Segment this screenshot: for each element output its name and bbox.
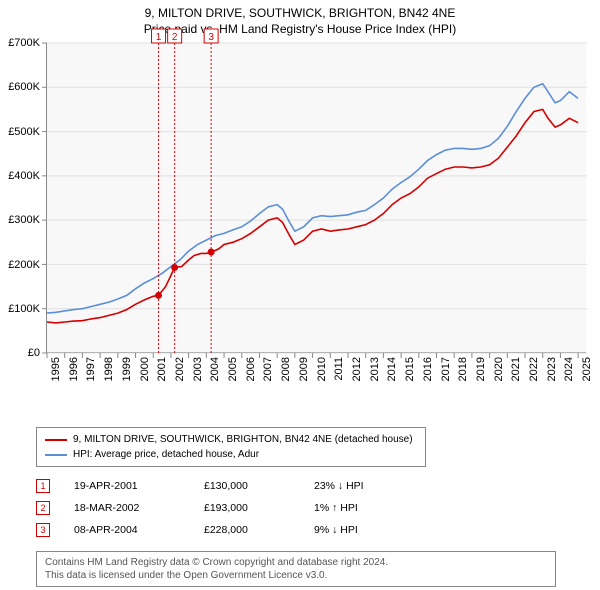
- plot-svg: 123: [47, 43, 587, 353]
- sale-pct: 23% ↓ HPI: [314, 480, 384, 492]
- y-tick-label: £600K: [0, 81, 40, 93]
- x-tick-label: 2013: [369, 357, 381, 381]
- legend-row-series-1: HPI: Average price, detached house, Adur: [45, 447, 417, 462]
- x-tick-label: 1999: [121, 357, 133, 381]
- sale-pct: 9% ↓ HPI: [314, 524, 384, 536]
- svg-text:2: 2: [172, 32, 178, 43]
- x-tick-label: 2020: [493, 357, 505, 381]
- sale-marker-icon: 1: [36, 479, 50, 493]
- sale-date: 19-APR-2001: [74, 480, 204, 492]
- x-tick-label: 2025: [581, 357, 593, 381]
- y-tick-label: £400K: [0, 170, 40, 182]
- x-tick-label: 2010: [316, 357, 328, 381]
- footer-line-1: Contains HM Land Registry data © Crown c…: [45, 556, 547, 569]
- x-tick-label: 2018: [457, 357, 469, 381]
- legend-label-0: 9, MILTON DRIVE, SOUTHWICK, BRIGHTON, BN…: [73, 432, 413, 447]
- x-tick-label: 2021: [510, 357, 522, 381]
- x-tick-label: 2024: [563, 357, 575, 381]
- legend-label-1: HPI: Average price, detached house, Adur: [73, 447, 259, 462]
- sale-marker-icon: 3: [36, 523, 50, 537]
- x-tick-label: 2003: [192, 357, 204, 381]
- footer-line-2: This data is licensed under the Open Gov…: [45, 569, 547, 582]
- x-tick-label: 2016: [422, 357, 434, 381]
- x-tick-label: 2008: [280, 357, 292, 381]
- x-tick-label: 2019: [475, 357, 487, 381]
- title-line-1: 9, MILTON DRIVE, SOUTHWICK, BRIGHTON, BN…: [0, 6, 600, 22]
- x-tick-label: 2022: [528, 357, 540, 381]
- chart-container: 123 £0£100K£200K£300K£400K£500K£600K£700…: [46, 43, 586, 383]
- x-tick-label: 2006: [245, 357, 257, 381]
- x-tick-label: 2017: [440, 357, 452, 381]
- legend-box: 9, MILTON DRIVE, SOUTHWICK, BRIGHTON, BN…: [36, 427, 426, 467]
- x-tick-label: 1997: [85, 357, 97, 381]
- x-tick-label: 1995: [50, 357, 62, 381]
- sale-marker-icon: 2: [36, 501, 50, 515]
- y-tick-label: £100K: [0, 303, 40, 315]
- x-tick-label: 2012: [351, 357, 363, 381]
- sale-date: 08-APR-2004: [74, 524, 204, 536]
- x-tick-label: 2004: [209, 357, 221, 381]
- x-tick-label: 1996: [68, 357, 80, 381]
- sale-date: 18-MAR-2002: [74, 502, 204, 514]
- y-tick-label: £500K: [0, 126, 40, 138]
- x-tick-label: 2011: [333, 357, 345, 381]
- svg-text:3: 3: [208, 32, 214, 43]
- x-tick-label: 2007: [262, 357, 274, 381]
- x-tick-label: 2023: [546, 357, 558, 381]
- legend-row-series-0: 9, MILTON DRIVE, SOUTHWICK, BRIGHTON, BN…: [45, 432, 417, 447]
- y-tick-label: £0: [0, 347, 40, 359]
- y-tick-label: £700K: [0, 37, 40, 49]
- x-tick-label: 2005: [227, 357, 239, 381]
- y-tick-label: £200K: [0, 259, 40, 271]
- x-tick-label: 2009: [298, 357, 310, 381]
- x-tick-label: 2001: [156, 357, 168, 381]
- chart-title-block: 9, MILTON DRIVE, SOUTHWICK, BRIGHTON, BN…: [0, 0, 600, 37]
- x-tick-label: 2014: [386, 357, 398, 381]
- footer-note: Contains HM Land Registry data © Crown c…: [36, 551, 556, 587]
- sales-row: 1 19-APR-2001£130,00023% ↓ HPI: [36, 475, 600, 497]
- y-tick-label: £300K: [0, 214, 40, 226]
- title-line-2: Price paid vs. HM Land Registry's House …: [0, 22, 600, 38]
- sales-row: 3 08-APR-2004£228,0009% ↓ HPI: [36, 519, 600, 541]
- x-tick-label: 2000: [139, 357, 151, 381]
- sale-pct: 1% ↑ HPI: [314, 502, 384, 514]
- sale-price: £193,000: [204, 502, 314, 514]
- legend-swatch-1: [45, 454, 67, 456]
- x-tick-label: 1998: [103, 357, 115, 381]
- sales-table: 1 19-APR-2001£130,00023% ↓ HPI 2 18-MAR-200…: [36, 475, 600, 541]
- x-tick-label: 2015: [404, 357, 416, 381]
- legend-swatch-0: [45, 439, 67, 441]
- plot-area: 123: [46, 43, 586, 353]
- svg-text:1: 1: [156, 32, 162, 43]
- sale-price: £228,000: [204, 524, 314, 536]
- sales-row: 2 18-MAR-2002£193,0001% ↑ HPI: [36, 497, 600, 519]
- sale-price: £130,000: [204, 480, 314, 492]
- x-tick-label: 2002: [174, 357, 186, 381]
